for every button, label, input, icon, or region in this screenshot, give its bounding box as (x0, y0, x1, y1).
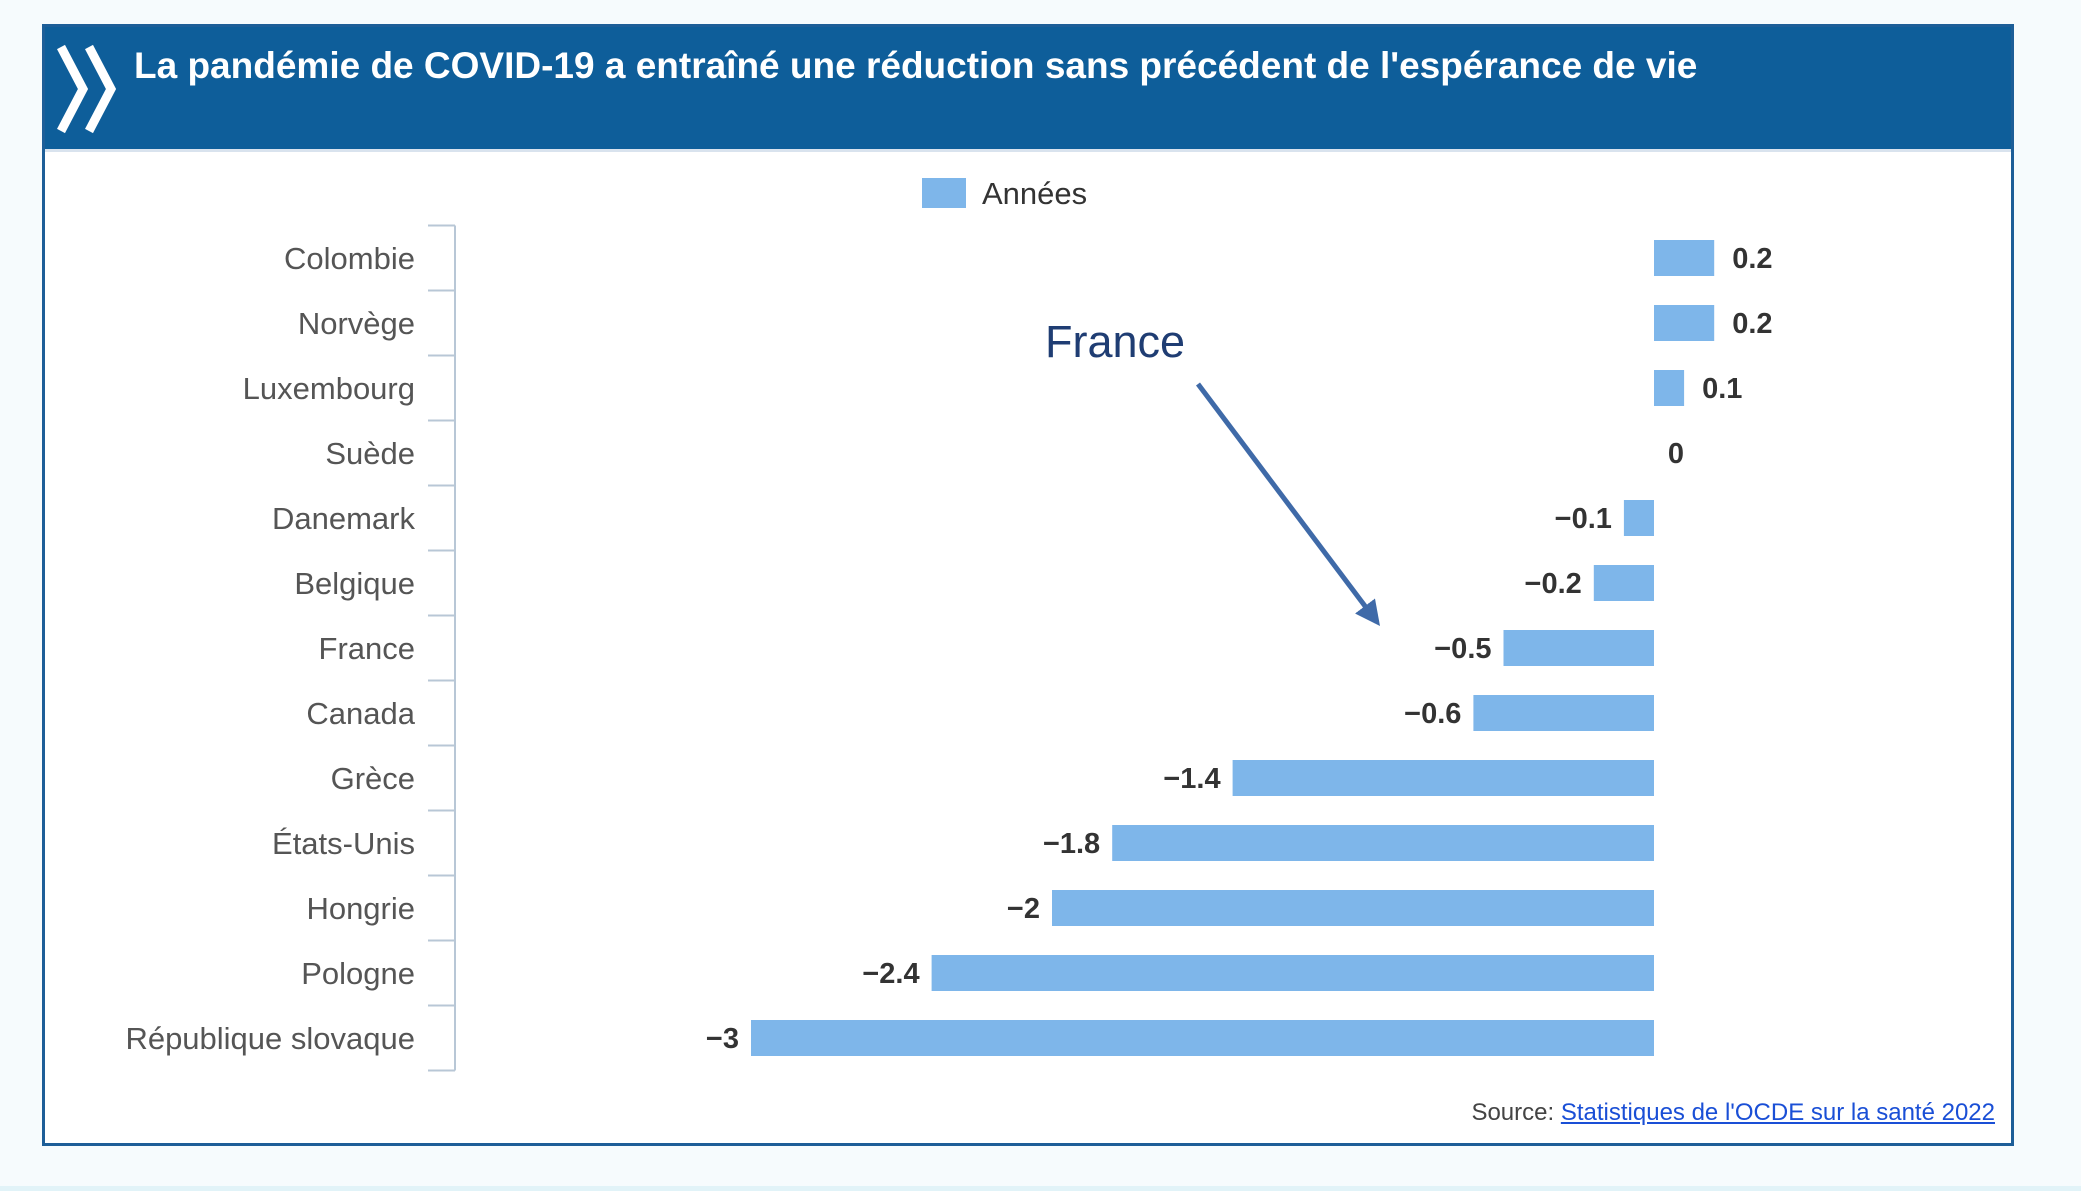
category-label: Pologne (301, 956, 415, 991)
bar (1654, 240, 1715, 276)
page-bottom-strip (0, 1186, 2081, 1191)
bar (751, 1020, 1654, 1056)
category-label: Luxembourg (243, 371, 415, 406)
annotation-arrow (1196, 382, 1381, 626)
double-chevron-icon (57, 44, 117, 134)
value-label: −3 (706, 1023, 739, 1055)
value-label: −0.1 (1555, 503, 1612, 535)
source-note: Source: Statistiques de l'OCDE sur la sa… (1471, 1099, 1995, 1127)
category-label: Danemark (272, 501, 415, 536)
value-label: 0.1 (1702, 373, 1742, 405)
bar (1503, 630, 1654, 666)
bar (1052, 890, 1654, 926)
bar (1473, 695, 1654, 731)
category-label: France (319, 631, 415, 666)
value-label: 0.2 (1732, 243, 1772, 275)
value-labels: 0.2 0.2 0.1 0 −0.1 −0.2 −0.5 −0.6 −1.4 −1.8 −2 −2.4… (706, 243, 1773, 1055)
category-labels: Colombie Norvège Luxembourg Suède Danemark Be… (125, 241, 415, 1056)
annotation-label: France (1045, 316, 1185, 367)
bar (1654, 370, 1685, 406)
value-label: −1.4 (1163, 763, 1220, 795)
category-label: États-Unis (272, 826, 415, 861)
value-label: −2.4 (862, 958, 919, 990)
y-axis (428, 224, 456, 1072)
value-label: −0.2 (1525, 568, 1582, 600)
bar (1232, 760, 1654, 796)
source-link[interactable]: Statistiques de l'OCDE sur la santé 2022 (1560, 1099, 1995, 1126)
category-label: Belgique (294, 566, 415, 601)
value-label: −0.6 (1404, 698, 1461, 730)
bar (1112, 825, 1654, 861)
source-prefix: Source: (1471, 1099, 1555, 1126)
category-label: Norvège (298, 306, 415, 341)
chart-legend: Années (922, 176, 1087, 211)
chart-title: La pandémie de COVID-19 a entraîné une r… (134, 45, 1698, 86)
value-label: 0.2 (1732, 308, 1772, 340)
value-label: 0 (1668, 438, 1684, 470)
france-annotation: France (1045, 316, 1381, 626)
value-label: −1.8 (1043, 828, 1100, 860)
category-label: Hongrie (306, 891, 415, 926)
category-label: Grèce (331, 761, 415, 796)
chart-header: La pandémie de COVID-19 a entraîné une r… (45, 27, 2011, 152)
bars (751, 240, 1715, 1056)
value-label: −0.5 (1434, 633, 1491, 665)
bar (1593, 565, 1654, 601)
bar (931, 955, 1654, 991)
bar (1623, 500, 1654, 536)
bar (1654, 305, 1715, 341)
category-label: République slovaque (125, 1021, 415, 1056)
legend-label: Années (982, 176, 1087, 211)
category-label: Colombie (284, 241, 415, 276)
category-label: Suède (325, 436, 415, 471)
value-label: −2 (1007, 893, 1040, 925)
legend-swatch (922, 178, 966, 208)
category-label: Canada (306, 696, 415, 731)
